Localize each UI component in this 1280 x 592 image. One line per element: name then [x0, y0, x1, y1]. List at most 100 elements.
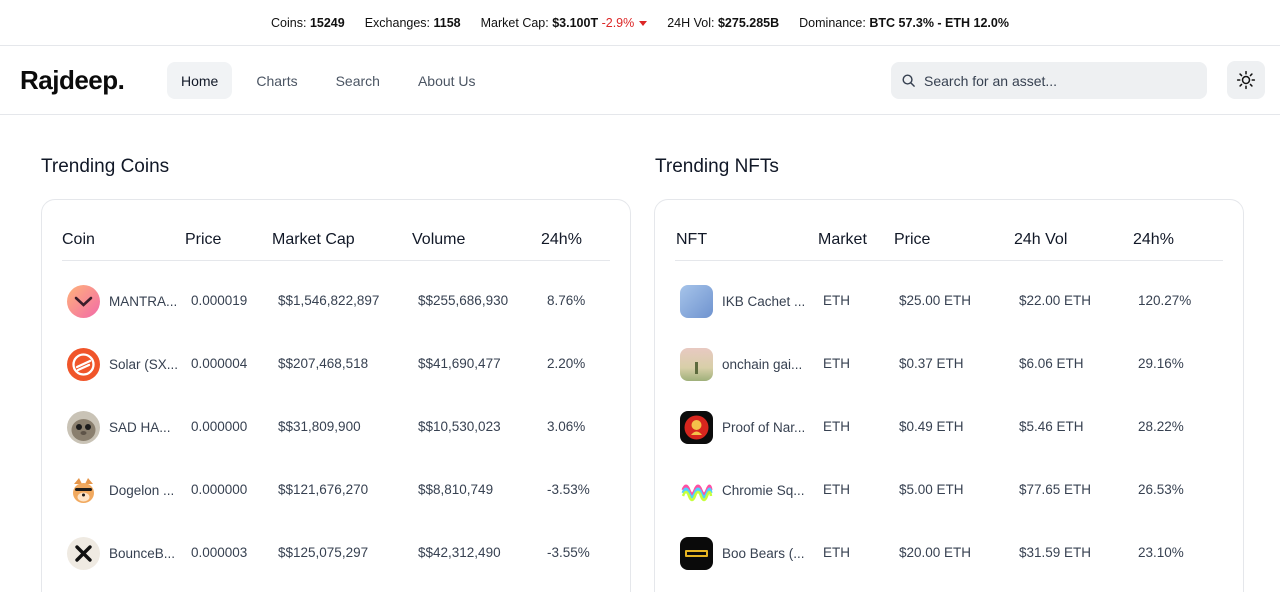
- coin-price: 0.000000: [191, 482, 248, 497]
- coin-price: 0.000019: [191, 293, 248, 308]
- nft-volume: $6.06 ETH: [1019, 356, 1084, 371]
- solar-coin-icon: [67, 348, 100, 381]
- bouncebit-coin-icon: [67, 537, 100, 570]
- coins-stat: Coins: 15249: [271, 15, 345, 30]
- coin-price: 0.000004: [191, 356, 248, 371]
- table-row[interactable]: Boo Bears (... ETH $20.00 ETH $31.59 ETH…: [675, 523, 1223, 586]
- coin-market-cap: $$125,075,297: [278, 545, 369, 560]
- coin-market-cap: $$31,809,900: [278, 419, 361, 434]
- coin-market-cap: $$207,468,518: [278, 356, 369, 371]
- nft-name: onchain gai...: [722, 357, 803, 372]
- nft-change: 23.10%: [1138, 545, 1184, 560]
- chromie-squiggle-nft-icon: [680, 474, 713, 507]
- trending-nfts-card: NFT Market Price 24h Vol 24h% IKB Cachet…: [654, 199, 1244, 592]
- nav-about-us[interactable]: About Us: [417, 72, 476, 89]
- trending-coins-title: Trending Coins: [41, 156, 170, 177]
- global-stats-bar: Coins: 15249 Exchanges: 1158 Market Cap:…: [0, 0, 1280, 46]
- search-icon: [902, 74, 915, 87]
- table-row[interactable]: Dogelon ... 0.000000 $$121,676,270 $$8,8…: [62, 460, 610, 523]
- coin-change: -3.55%: [547, 545, 590, 560]
- coin-market-cap: $$121,676,270: [278, 482, 369, 497]
- brand-logo[interactable]: Rajdeep.: [20, 65, 125, 95]
- caret-down-icon: [639, 20, 648, 26]
- coin-change: 2.20%: [547, 356, 586, 371]
- nav-home[interactable]: Home: [167, 62, 233, 99]
- coin-market-cap: $$1,546,822,897: [278, 293, 380, 308]
- nft-market: ETH: [823, 545, 850, 560]
- trending-coins-card: Coin Price Market Cap Volume 24h% MANTRA…: [41, 199, 631, 592]
- coin-volume: $$41,690,477: [418, 356, 501, 371]
- navbar: Rajdeep. Home Charts Search About Us: [0, 47, 1280, 115]
- marketcap-stat: Market Cap: $3.100T -2.9%: [481, 16, 648, 30]
- nft-change: 28.22%: [1138, 419, 1184, 434]
- nft-volume: $31.59 ETH: [1019, 545, 1092, 560]
- mantra-coin-icon: [67, 285, 100, 318]
- table-row[interactable]: IKB Cachet ... ETH $25.00 ETH $22.00 ETH…: [675, 271, 1223, 334]
- table-row[interactable]: MANTRA... 0.000019 $$1,546,822,897 $$255…: [62, 271, 610, 334]
- coin-name: Solar (SX...: [109, 357, 179, 372]
- nft-market: ETH: [823, 419, 850, 434]
- header-price: Price: [185, 231, 222, 248]
- table-row[interactable]: SAD HA... 0.000000 $$31,809,900 $$10,530…: [62, 397, 610, 460]
- table-row[interactable]: Chromie Sq... ETH $5.00 ETH $77.65 ETH 2…: [675, 460, 1223, 523]
- dominance-stat: Dominance: BTC 57.3% - ETH 12.0%: [799, 15, 1009, 30]
- nft-price: $0.49 ETH: [899, 419, 964, 434]
- sun-icon: [1236, 70, 1256, 90]
- nft-change: 120.27%: [1138, 293, 1192, 308]
- nft-name: Chromie Sq...: [722, 483, 805, 498]
- nav-search[interactable]: Search: [335, 72, 380, 89]
- table-row[interactable]: Solar (SX... 0.000004 $$207,468,518 $$41…: [62, 334, 610, 397]
- coin-name: Dogelon ...: [109, 483, 175, 498]
- nav-charts[interactable]: Charts: [256, 72, 298, 89]
- nft-volume: $77.65 ETH: [1019, 482, 1092, 497]
- header-price: Price: [894, 231, 931, 248]
- nft-market: ETH: [823, 482, 850, 497]
- search-box[interactable]: [891, 62, 1207, 99]
- nft-change: 29.16%: [1138, 356, 1184, 371]
- table-row[interactable]: BounceB... 0.000003 $$125,075,297 $$42,3…: [62, 523, 610, 586]
- nft-name: Boo Bears (...: [722, 546, 805, 561]
- nft-change: 26.53%: [1138, 482, 1184, 497]
- ikb-cachet-nft-icon: [680, 285, 713, 318]
- trending-nfts-title: Trending NFTs: [655, 156, 779, 177]
- nfts-table-header: NFT Market Price 24h Vol 24h%: [675, 220, 1223, 261]
- nft-name: IKB Cachet ...: [722, 294, 806, 309]
- proof-of-narnia-nft-icon: [680, 411, 713, 444]
- marketcap-change: -2.9%: [601, 15, 635, 30]
- header-nft: NFT: [676, 231, 708, 248]
- onchain-gaias-nft-icon: [680, 348, 713, 381]
- header-volume: Volume: [412, 231, 466, 248]
- coin-change: 8.76%: [547, 293, 586, 308]
- nft-market: ETH: [823, 356, 850, 371]
- coin-volume: $$10,530,023: [418, 419, 501, 434]
- coin-name: SAD HA...: [109, 420, 171, 435]
- coin-name: MANTRA...: [109, 294, 178, 309]
- theme-toggle-button[interactable]: [1227, 61, 1265, 99]
- header-market-cap: Market Cap: [272, 231, 355, 248]
- search-input[interactable]: [924, 72, 1194, 89]
- header-market: Market: [818, 231, 867, 248]
- nft-price: $25.00 ETH: [899, 293, 972, 308]
- dogelon-coin-icon: [67, 474, 100, 507]
- nav-links: Home Charts Search About Us: [167, 62, 500, 99]
- header-24h-change: 24h%: [1133, 231, 1174, 248]
- coin-change: 3.06%: [547, 419, 586, 434]
- nft-price: $20.00 ETH: [899, 545, 972, 560]
- coin-change: -3.53%: [547, 482, 590, 497]
- coin-volume: $$8,810,749: [418, 482, 494, 497]
- header-coin: Coin: [62, 231, 95, 248]
- volume-stat: 24H Vol: $275.285B: [667, 15, 780, 30]
- coin-name: BounceB...: [109, 546, 176, 561]
- exchanges-stat: Exchanges: 1158: [364, 15, 461, 30]
- nft-price: $0.37 ETH: [899, 356, 964, 371]
- nft-volume: $5.46 ETH: [1019, 419, 1084, 434]
- nft-market: ETH: [823, 293, 850, 308]
- coin-volume: $$42,312,490: [418, 545, 501, 560]
- coin-price: 0.000003: [191, 545, 248, 560]
- coins-table-header: Coin Price Market Cap Volume 24h%: [62, 220, 610, 261]
- coin-volume: $$255,686,930: [418, 293, 509, 308]
- coin-price: 0.000000: [191, 419, 248, 434]
- table-row[interactable]: Proof of Nar... ETH $0.49 ETH $5.46 ETH …: [675, 397, 1223, 460]
- table-row[interactable]: onchain gai... ETH $0.37 ETH $6.06 ETH 2…: [675, 334, 1223, 397]
- nft-volume: $22.00 ETH: [1019, 293, 1092, 308]
